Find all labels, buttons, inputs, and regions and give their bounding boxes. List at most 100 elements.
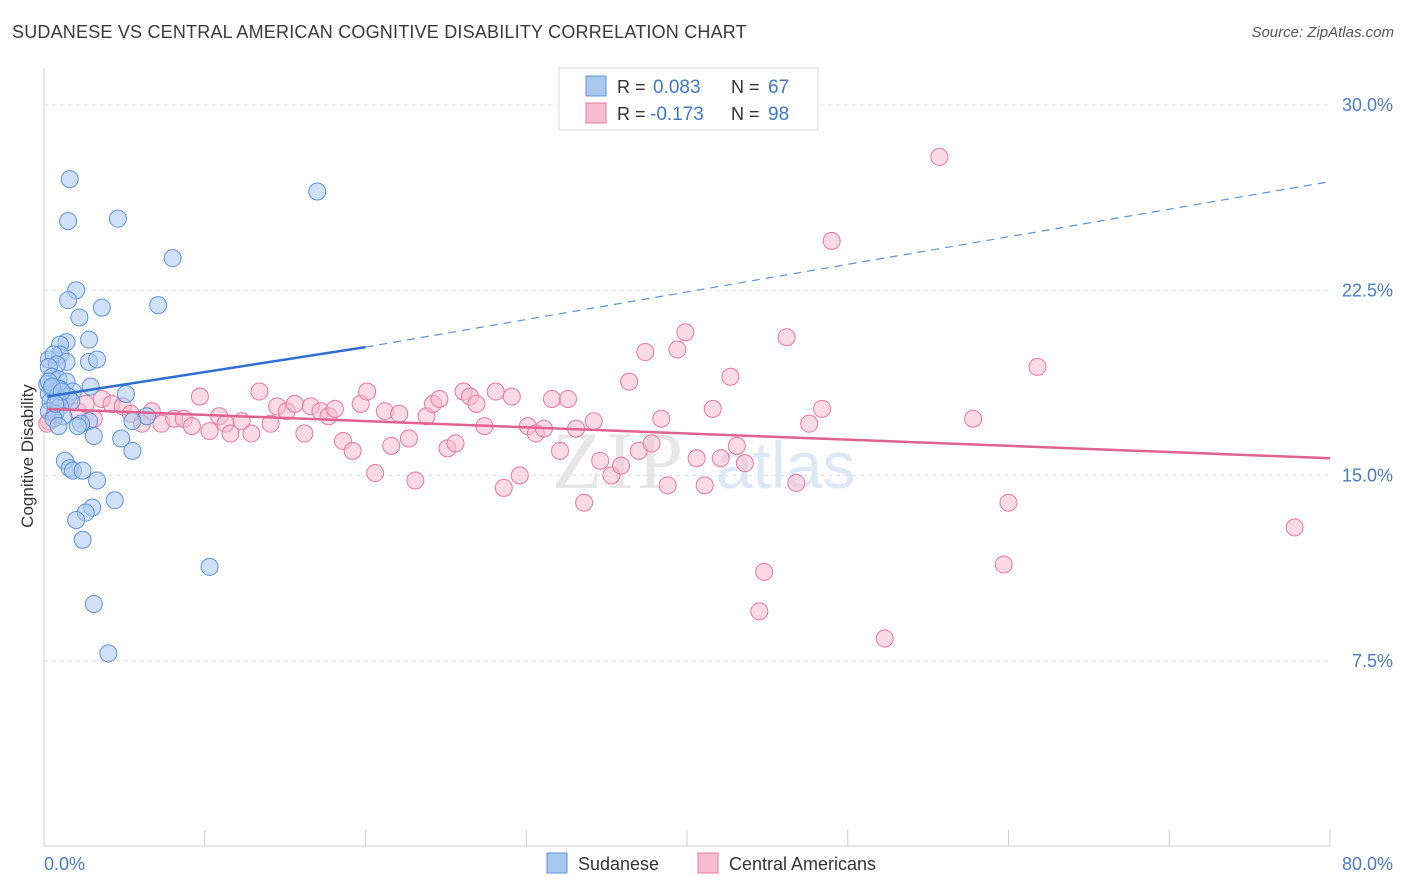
sudanese-point[interactable] bbox=[68, 417, 87, 436]
central-american-point[interactable] bbox=[261, 414, 280, 433]
central-american-point[interactable] bbox=[250, 382, 269, 401]
sudanese-point[interactable] bbox=[59, 212, 78, 231]
central-american-point[interactable] bbox=[221, 424, 240, 443]
sudanese-point[interactable] bbox=[88, 350, 107, 369]
central-american-point[interactable] bbox=[542, 389, 561, 408]
legend-swatch-sudanese[interactable] bbox=[546, 852, 568, 874]
sudanese-point[interactable] bbox=[70, 308, 89, 327]
central-american-point[interactable] bbox=[777, 328, 796, 347]
central-american-point[interactable] bbox=[551, 441, 570, 460]
y-axis-title: Cognitive Disability bbox=[18, 384, 37, 528]
central-american-point[interactable] bbox=[800, 414, 819, 433]
central-american-point[interactable] bbox=[406, 471, 425, 490]
sudanese-point[interactable] bbox=[200, 557, 219, 576]
sudanese-point[interactable] bbox=[123, 412, 142, 431]
central-american-point[interactable] bbox=[658, 476, 677, 495]
central-american-point[interactable] bbox=[620, 372, 639, 391]
central-american-point[interactable] bbox=[399, 429, 418, 448]
central-american-point[interactable] bbox=[358, 382, 377, 401]
central-american-point[interactable] bbox=[687, 449, 706, 468]
x-tick-label-max: 80.0% bbox=[1342, 854, 1393, 874]
central-american-point[interactable] bbox=[242, 424, 261, 443]
central-american-point[interactable] bbox=[695, 476, 714, 495]
sudanese-point[interactable] bbox=[60, 170, 79, 189]
sudanese-point[interactable] bbox=[80, 330, 99, 349]
sudanese-point[interactable] bbox=[73, 461, 92, 480]
central-american-point[interactable] bbox=[382, 436, 401, 455]
central-american-point[interactable] bbox=[446, 434, 465, 453]
central-american-point[interactable] bbox=[182, 417, 201, 436]
legend-swatch-central[interactable] bbox=[697, 852, 719, 874]
y-tick-label: 22.5% bbox=[1342, 280, 1393, 300]
sudanese-point[interactable] bbox=[163, 249, 182, 268]
central-american-point[interactable] bbox=[636, 343, 655, 362]
central-american-point[interactable] bbox=[994, 555, 1013, 574]
stats-n-value-sudanese: 67 bbox=[768, 77, 789, 98]
central-american-point[interactable] bbox=[295, 424, 314, 443]
sudanese-point[interactable] bbox=[149, 296, 168, 315]
central-american-point[interactable] bbox=[703, 399, 722, 418]
central-american-point[interactable] bbox=[652, 409, 671, 428]
legend-label-sudanese[interactable]: Sudanese bbox=[578, 854, 659, 874]
central-american-point[interactable] bbox=[676, 323, 695, 342]
stats-n-label-central: N = bbox=[731, 104, 765, 124]
sudanese-point[interactable] bbox=[73, 530, 92, 549]
sudanese-point[interactable] bbox=[105, 491, 124, 510]
central-american-point[interactable] bbox=[750, 602, 769, 621]
sudanese-point[interactable] bbox=[92, 298, 111, 317]
central-american-point[interactable] bbox=[467, 394, 486, 413]
central-american-point[interactable] bbox=[822, 231, 841, 250]
sudanese-point[interactable] bbox=[112, 429, 131, 448]
central-american-point[interactable] bbox=[964, 409, 983, 428]
sudanese-point[interactable] bbox=[67, 510, 86, 529]
y-tick-labels: 7.5% 15.0% 22.5% 30.0% bbox=[1342, 95, 1393, 671]
central-american-point[interactable] bbox=[343, 441, 362, 460]
central-american-point[interactable] bbox=[787, 473, 806, 492]
central-american-point[interactable] bbox=[200, 422, 219, 441]
central-american-point[interactable] bbox=[494, 478, 513, 497]
central-american-point[interactable] bbox=[285, 394, 304, 413]
sudanese-point[interactable] bbox=[116, 385, 135, 404]
sudanese-point[interactable] bbox=[84, 427, 103, 446]
sudanese-point[interactable] bbox=[59, 291, 78, 310]
sudanese-point[interactable] bbox=[99, 644, 118, 663]
central-american-point[interactable] bbox=[325, 399, 344, 418]
sudanese-point[interactable] bbox=[308, 182, 327, 201]
sudanese-point[interactable] bbox=[49, 417, 68, 436]
central-american-point[interactable] bbox=[559, 389, 578, 408]
central-american-point[interactable] bbox=[575, 493, 594, 512]
central-american-point[interactable] bbox=[711, 449, 730, 468]
chart-title: SUDANESE VS CENTRAL AMERICAN COGNITIVE D… bbox=[12, 22, 747, 42]
central-american-point[interactable] bbox=[875, 629, 894, 648]
central-american-point[interactable] bbox=[755, 562, 774, 581]
central-american-point[interactable] bbox=[721, 367, 740, 386]
central-american-point[interactable] bbox=[510, 466, 529, 485]
central-american-point[interactable] bbox=[999, 493, 1018, 512]
central-american-point[interactable] bbox=[430, 389, 449, 408]
central-american-point[interactable] bbox=[1028, 357, 1047, 376]
central-american-point[interactable] bbox=[390, 404, 409, 423]
sudanese-point[interactable] bbox=[123, 441, 142, 460]
central-american-point[interactable] bbox=[366, 464, 385, 483]
central-american-point[interactable] bbox=[727, 436, 746, 455]
central-american-point[interactable] bbox=[486, 382, 505, 401]
central-american-point[interactable] bbox=[612, 456, 631, 475]
central-american-point[interactable] bbox=[642, 434, 661, 453]
trend-lines bbox=[47, 181, 1331, 460]
sudanese-point[interactable] bbox=[88, 471, 107, 490]
sudanese-point[interactable] bbox=[84, 594, 103, 613]
central-american-point[interactable] bbox=[502, 387, 521, 406]
central-american-point[interactable] bbox=[591, 451, 610, 470]
sudanese-point[interactable] bbox=[81, 377, 100, 396]
central-american-point[interactable] bbox=[190, 387, 209, 406]
central-american-point[interactable] bbox=[668, 340, 687, 359]
central-american-point[interactable] bbox=[813, 399, 832, 418]
central-american-point[interactable] bbox=[1285, 518, 1304, 537]
sudanese-point[interactable] bbox=[108, 209, 127, 228]
central-american-point[interactable] bbox=[930, 147, 949, 166]
central-american-point[interactable] bbox=[735, 454, 754, 473]
axes bbox=[43, 68, 1330, 847]
central-american-point[interactable] bbox=[584, 412, 603, 431]
legend-label-central[interactable]: Central Americans bbox=[729, 854, 876, 874]
